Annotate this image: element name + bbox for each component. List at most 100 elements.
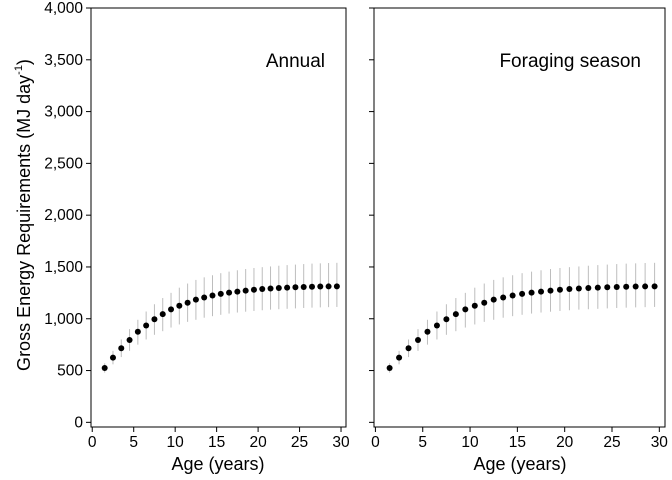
x-axis-title: Age (years) <box>473 454 566 474</box>
data-point <box>234 288 241 295</box>
data-point <box>159 311 166 318</box>
data-point <box>604 284 611 291</box>
data-points <box>101 283 340 371</box>
x-tick-label: 25 <box>291 434 308 451</box>
data-point <box>267 285 274 292</box>
data-point <box>192 296 199 303</box>
data-point <box>151 316 158 323</box>
data-point <box>594 284 601 291</box>
data-point <box>481 299 488 306</box>
data-point <box>109 354 116 361</box>
data-point <box>300 283 307 290</box>
data-point <box>259 286 266 293</box>
x-tick-label: 0 <box>371 434 380 451</box>
data-point <box>424 328 431 335</box>
data-point <box>134 328 141 335</box>
x-tick-label: 10 <box>167 434 185 451</box>
panel-1: 0 5 10 15 20 25 30 Age (years) 0 500 1,000 1,500 2,0… <box>44 0 350 474</box>
data-point <box>386 364 393 371</box>
data-point <box>613 283 620 290</box>
data-point <box>575 285 582 292</box>
x-tick-label: 10 <box>461 434 479 451</box>
panel-title: Foraging season <box>499 51 641 72</box>
data-point <box>184 299 191 306</box>
data-point <box>325 283 332 290</box>
y-tick-label: 2,000 <box>44 207 83 224</box>
data-point <box>317 283 324 290</box>
x-tick-label: 30 <box>651 434 669 451</box>
x-tick-label: 25 <box>603 434 620 451</box>
y-axis-title: Gross Energy Requirements (MJ day-1) <box>13 59 34 371</box>
data-point <box>566 286 573 293</box>
x-tick-label: 30 <box>332 434 350 451</box>
data-point <box>538 288 545 295</box>
chart-panels: 0 5 10 15 20 25 30 Age (years) 0 500 1,000 1,500 2,0… <box>44 0 668 474</box>
data-point <box>275 284 282 291</box>
panel-2: 0 5 10 15 20 25 30 Age (years) Foraging season <box>369 7 668 474</box>
y-tick-label: 0 <box>74 414 83 431</box>
data-point <box>519 290 526 297</box>
x-tick-label: 15 <box>509 434 526 451</box>
data-point <box>556 286 563 293</box>
y-axis-title-superscript: -1 <box>13 65 25 75</box>
data-point <box>623 283 630 290</box>
x-axis: 0 5 10 15 20 25 30 Age (years) <box>371 427 668 474</box>
data-point <box>209 292 216 299</box>
data-point <box>250 286 257 293</box>
y-tick-label: 1,000 <box>44 311 83 328</box>
y-tick-label: 500 <box>57 363 83 380</box>
data-point <box>490 296 497 303</box>
data-point <box>201 294 208 301</box>
data-point <box>118 345 125 352</box>
x-tick-label: 5 <box>129 434 138 451</box>
data-point <box>433 322 440 329</box>
data-point <box>452 311 459 318</box>
data-point <box>333 283 340 290</box>
data-point <box>509 292 516 299</box>
data-point <box>405 345 412 352</box>
data-point <box>415 336 422 343</box>
x-tick-label: 15 <box>208 434 225 451</box>
y-axis <box>369 7 374 423</box>
x-tick-label: 20 <box>556 434 574 451</box>
x-axis-title: Age (years) <box>171 454 264 474</box>
data-point <box>309 283 315 290</box>
data-point <box>168 306 175 313</box>
error-bars <box>104 262 338 373</box>
data-point <box>292 284 299 291</box>
y-axis-title-close: ) <box>14 59 34 65</box>
data-point <box>396 354 403 361</box>
data-points <box>386 283 658 371</box>
data-point <box>632 283 639 290</box>
data-point <box>547 287 554 294</box>
data-point <box>651 283 658 290</box>
data-point <box>471 302 478 309</box>
x-axis: 0 5 10 15 20 25 30 Age (years) <box>88 427 350 474</box>
y-tick-label: 4,000 <box>44 0 83 17</box>
data-point <box>176 302 183 309</box>
data-point <box>217 290 224 297</box>
x-tick-label: 20 <box>249 434 267 451</box>
data-point <box>443 316 450 323</box>
x-tick-label: 0 <box>88 434 97 451</box>
panel-frame <box>373 7 666 428</box>
data-point <box>500 294 507 301</box>
panel-frame <box>90 7 347 428</box>
y-axis: 0 500 1,000 1,500 2,000 2,500 3,000 3,500 4,000 <box>44 0 91 431</box>
y-tick-label: 1,500 <box>44 259 83 276</box>
x-tick-label: 5 <box>418 434 427 451</box>
y-axis-title-text: Gross Energy Requirements (MJ day <box>14 75 34 371</box>
data-point <box>585 284 592 291</box>
panel-title: Annual <box>266 51 325 72</box>
data-point <box>528 289 535 296</box>
data-point <box>143 322 150 329</box>
data-point <box>462 306 469 313</box>
y-tick-label: 2,500 <box>44 155 83 172</box>
data-point <box>242 287 249 294</box>
data-point <box>226 289 233 296</box>
data-point <box>101 364 108 371</box>
data-point <box>126 336 133 343</box>
error-bars <box>389 262 656 373</box>
data-point <box>284 284 291 291</box>
